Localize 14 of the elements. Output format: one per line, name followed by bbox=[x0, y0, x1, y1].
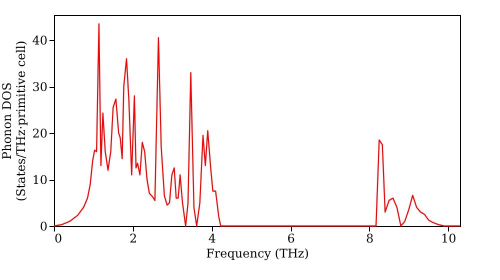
x-tick-label: 4 bbox=[208, 232, 216, 246]
y-tick-label: 30 bbox=[32, 80, 48, 94]
y-tick-label: 10 bbox=[32, 173, 48, 188]
x-tick-label: 0 bbox=[54, 232, 62, 246]
x-tick-label: 8 bbox=[366, 232, 374, 246]
x-tick-label: 2 bbox=[130, 232, 138, 246]
y-axis-title: Phonon DOS (States/THz·primitive cell) bbox=[0, 40, 28, 202]
line-series bbox=[53, 23, 461, 227]
y-tick-label: 40 bbox=[32, 34, 48, 48]
x-axis-title: Frequency (THz) bbox=[206, 246, 309, 260]
x-tick-label: 10 bbox=[441, 232, 456, 246]
x-tick-label: 6 bbox=[287, 232, 295, 246]
y-tick-label: 20 bbox=[32, 126, 48, 141]
y-tick-label: 0 bbox=[40, 220, 48, 234]
